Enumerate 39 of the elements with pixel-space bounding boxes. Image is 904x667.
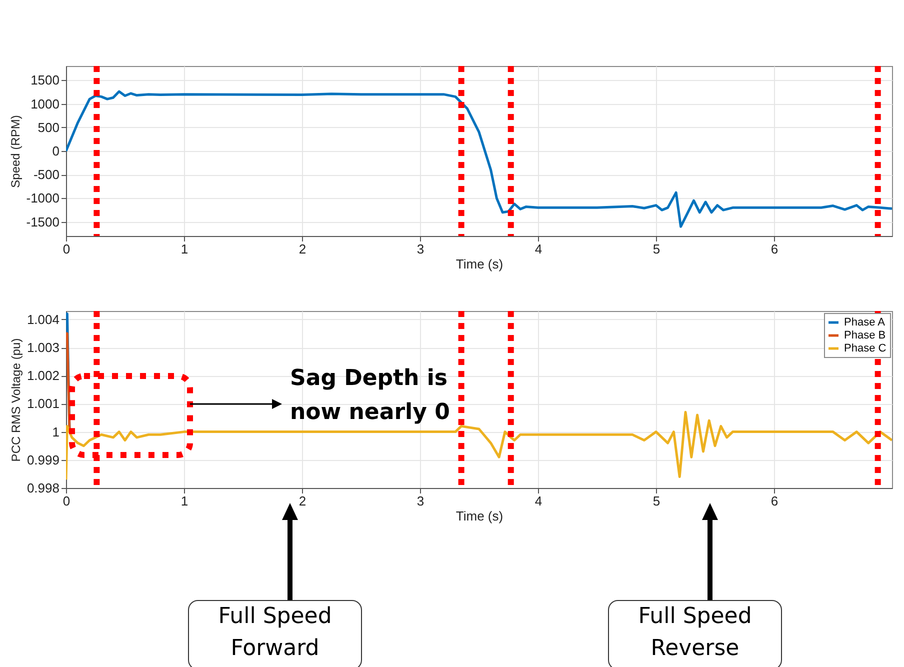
line-series (66, 90, 892, 228)
x-tick-label: 0 (62, 242, 70, 256)
y-tick-label: 1.001 (26, 396, 60, 412)
x-tick-label: 4 (534, 494, 542, 508)
y-axis-title: Speed (RPM) (8, 115, 22, 188)
y-tick-label: 500 (38, 120, 60, 135)
legend-label: Phase C (844, 342, 886, 354)
legend-label: Phase A (844, 316, 886, 328)
x-tick-label: 1 (180, 494, 188, 508)
y-axis-title: PCC RMS Voltage (pu) (8, 338, 23, 462)
x-tick-label: 0 (62, 494, 70, 508)
x-tick-label: 6 (770, 242, 778, 256)
text: Full Speed Forward (188, 600, 362, 667)
x-tick-label: 2 (298, 494, 306, 508)
x-tick-label: 1 (180, 242, 188, 256)
x-tick-label: 3 (416, 242, 424, 256)
text: Full Speed Reverse (608, 600, 782, 667)
y-tick-label: 0 (52, 144, 60, 158)
y-tick-label: 1.002 (26, 368, 60, 384)
y-tick-label: 0.999 (26, 452, 60, 468)
x-tick-label: 2 (298, 242, 306, 256)
y-tick-label: 0.998 (26, 480, 60, 496)
y-tick-label: 1500 (30, 72, 60, 88)
x-tick-label: 4 (534, 242, 542, 256)
legend-label: Phase B (844, 330, 886, 342)
x-tick-label: 6 (770, 494, 778, 508)
x-axis-title: Time (s) (456, 256, 504, 272)
y-tick-label: -1500 (26, 214, 60, 230)
annotation: Sag Depth is now nearly 0 (290, 365, 451, 427)
x-tick-label: 3 (416, 494, 424, 508)
x-tick-label: 5 (652, 494, 660, 508)
y-tick-label: -1000 (26, 190, 60, 206)
y-tick-label: 1.003 (26, 340, 60, 356)
y-tick-label: 1.004 (26, 312, 60, 327)
y-tick-label: 1 (52, 424, 60, 440)
x-axis-title: Time (s) (456, 508, 504, 524)
y-tick-label: -500 (33, 167, 60, 182)
x-tick-label: 5 (652, 242, 660, 256)
y-tick-label: 1000 (30, 96, 60, 112)
